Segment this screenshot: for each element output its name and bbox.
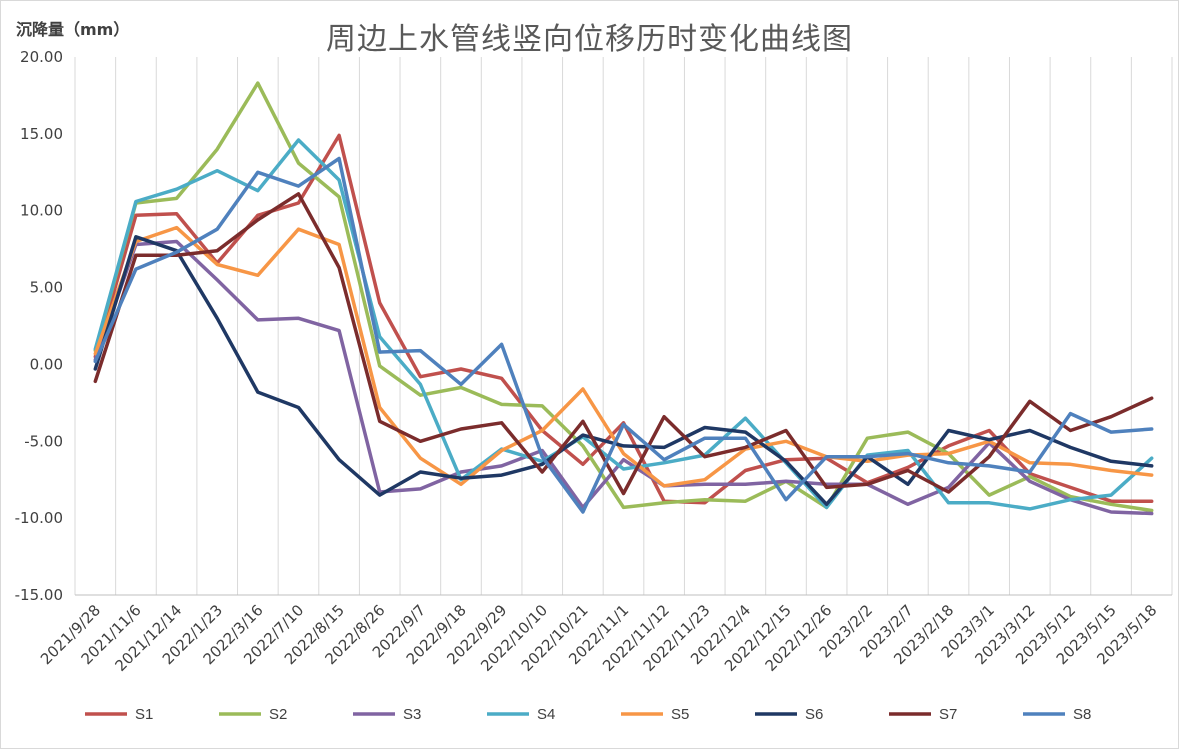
legend-label-s4: S4 <box>537 706 555 723</box>
legend-label-s5: S5 <box>671 706 689 723</box>
chart-title: 周边上水管线竖向位移历时变化曲线图 <box>326 22 853 57</box>
legend-label-s1: S1 <box>135 706 153 723</box>
legend-label-s6: S6 <box>805 706 823 723</box>
y-tick-label: -5.00 <box>24 432 63 450</box>
series-line-s5 <box>93 225 1154 488</box>
series-line-s3 <box>93 239 1154 516</box>
series-line-s6 <box>93 235 1154 507</box>
y-tick-label: -10.00 <box>15 509 63 527</box>
legend-label-s7: S7 <box>939 706 957 723</box>
y-tick-label: -15.00 <box>15 586 63 604</box>
y-tick-label: 5.00 <box>30 279 63 297</box>
y-tick-label: 20.00 <box>20 48 63 66</box>
legend-label-s8: S8 <box>1073 706 1091 723</box>
series-line-s4 <box>93 138 1154 511</box>
y-tick-label: 10.00 <box>20 202 63 220</box>
y-tick-label: 15.00 <box>20 125 63 143</box>
legend-label-s3: S3 <box>403 706 421 723</box>
y-tick-label: 0.00 <box>30 355 63 373</box>
series-line-s8 <box>93 156 1154 514</box>
series-line-s2 <box>93 81 1154 513</box>
legend-label-s2: S2 <box>269 706 287 723</box>
series-line-s7 <box>93 192 1154 496</box>
y-axis-unit-label: 沉降量（mm） <box>16 20 130 39</box>
